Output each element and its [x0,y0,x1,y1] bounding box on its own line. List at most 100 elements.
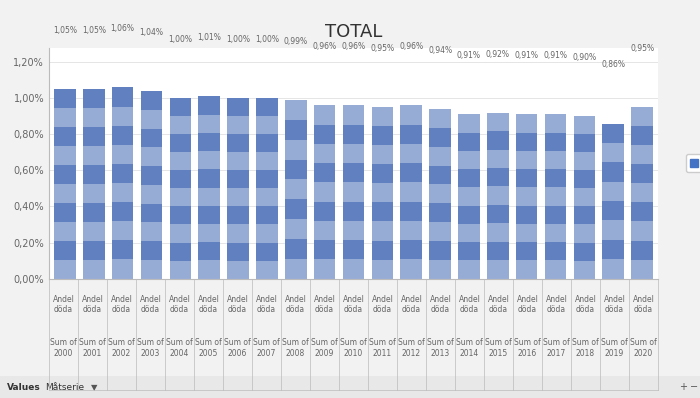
Bar [458,260,480,279]
Bar [54,89,76,279]
Bar [603,181,624,201]
Bar [487,186,509,205]
Bar [429,184,451,203]
Bar [573,224,595,242]
Bar [198,96,220,279]
Text: Sum of
2012: Sum of 2012 [398,338,425,358]
Text: Sum of
2008: Sum of 2008 [282,338,309,358]
Bar [487,260,509,279]
Bar [603,143,624,162]
Text: 0,92%: 0,92% [486,50,510,59]
Text: 0,96%: 0,96% [313,42,337,51]
Text: Andel
döda: Andel döda [458,295,480,314]
Bar [631,222,653,240]
Text: Andel
döda: Andel döda [400,295,422,314]
Text: 0,94%: 0,94% [428,46,452,55]
Text: Andel
döda: Andel döda [633,295,655,314]
Text: Sum of
2001: Sum of 2001 [79,338,106,358]
Bar [372,107,393,126]
Text: Andel
döda: Andel döda [285,295,307,314]
Bar [169,224,191,242]
Text: 0,96%: 0,96% [399,42,423,51]
Text: Sum of
2019: Sum of 2019 [601,338,628,358]
Bar [169,98,191,279]
Text: 0,86%: 0,86% [601,60,625,69]
Text: Sum of
2016: Sum of 2016 [514,338,541,358]
Bar [141,147,162,166]
Text: +: + [679,382,687,392]
Text: Andel
döda: Andel döda [111,295,132,314]
Legend: Total: Total [686,154,700,172]
Bar [228,152,249,170]
Bar [487,223,509,242]
Text: Andel
döda: Andel döda [82,295,104,314]
Bar [343,105,364,125]
Bar [573,152,595,170]
Bar [400,144,422,163]
Bar [198,260,220,279]
Text: Andel
döda: Andel döda [342,295,365,314]
Bar [573,188,595,207]
Bar [516,260,538,279]
Bar [54,108,76,127]
Text: 1,00%: 1,00% [255,35,279,44]
Bar [631,259,653,279]
Bar [54,184,76,203]
Text: Sum of
2010: Sum of 2010 [340,338,367,358]
Bar [343,259,364,279]
Text: 0,91%: 0,91% [457,51,481,60]
Bar [372,183,393,203]
Text: Andel
döda: Andel döda [575,295,596,314]
Bar [285,259,307,279]
Bar [314,259,335,279]
Text: Måtserie: Måtserie [46,383,85,392]
Bar [112,145,134,164]
Bar [256,152,278,170]
Bar [256,188,278,207]
Bar [487,150,509,168]
Bar [429,147,451,166]
Bar [458,115,480,279]
Text: Sum of
2011: Sum of 2011 [369,338,396,358]
Bar [545,115,566,133]
Text: 1,00%: 1,00% [168,35,193,44]
Bar [487,113,509,131]
Bar [83,259,104,279]
Bar [285,100,307,279]
Bar [198,115,220,133]
Bar [169,116,191,135]
Bar [372,259,393,279]
Bar [314,221,335,240]
Text: 0,96%: 0,96% [342,42,365,51]
Bar [603,259,624,279]
Bar [545,224,566,242]
Text: 1,06%: 1,06% [111,24,134,33]
Bar [54,222,76,241]
Text: Andel
döda: Andel döda [256,295,277,314]
Bar [631,107,653,126]
Bar [169,152,191,170]
Text: Andel
döda: Andel döda [139,295,162,314]
Bar [83,184,104,203]
Text: Sum of
2004: Sum of 2004 [166,338,193,358]
Bar [429,109,451,128]
Bar [314,105,335,125]
Text: 1,05%: 1,05% [82,26,106,35]
Bar [516,224,538,242]
Bar [112,221,134,240]
Text: 0,91%: 0,91% [543,51,568,60]
Bar [631,183,653,203]
Text: 1,05%: 1,05% [53,26,77,35]
Text: Andel
döda: Andel döda [52,295,74,314]
Text: ▼: ▼ [91,383,97,392]
Bar [314,105,335,279]
Bar [228,116,249,135]
Bar [603,220,624,240]
Bar [228,261,249,279]
Bar [198,224,220,242]
Bar [429,260,451,279]
Text: Andel
döda: Andel döda [545,295,568,314]
Bar [400,221,422,240]
Text: Sum of
2009: Sum of 2009 [311,338,338,358]
Bar [256,261,278,279]
